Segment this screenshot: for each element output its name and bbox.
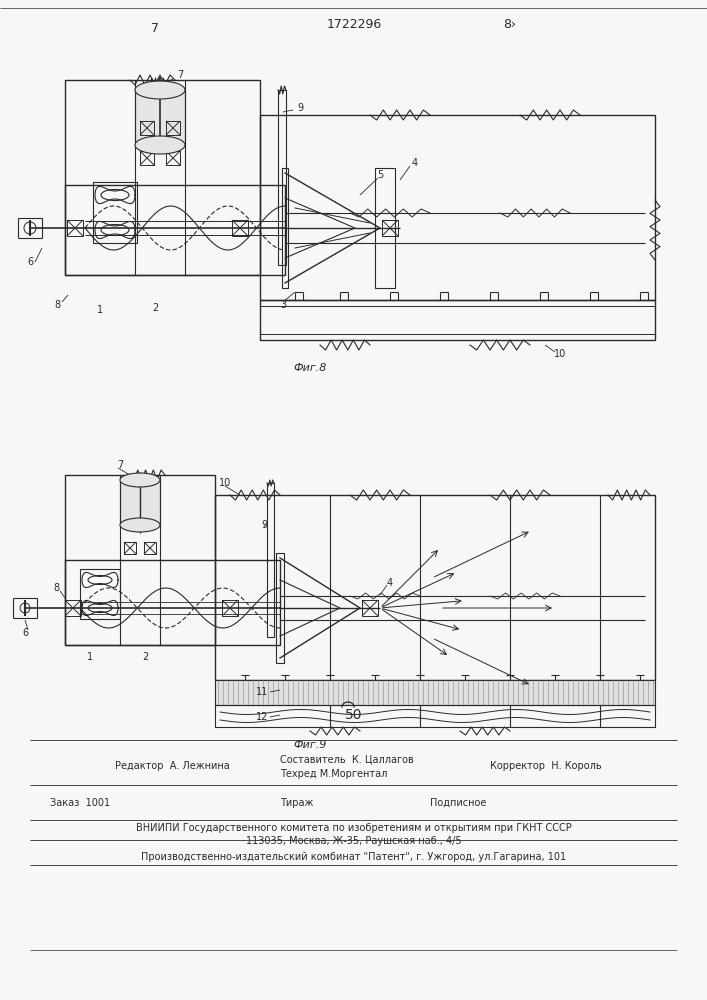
Text: 2: 2: [152, 303, 158, 313]
Text: ВНИИПИ Государственного комитета по изобретениям и открытиям при ГКНТ СССР: ВНИИПИ Государственного комитета по изоб…: [136, 823, 572, 833]
Text: 1: 1: [87, 652, 93, 662]
Text: 1722296: 1722296: [327, 18, 382, 31]
Text: 4: 4: [387, 578, 393, 588]
Text: 7: 7: [117, 460, 123, 470]
Ellipse shape: [135, 136, 185, 154]
Text: Фиг.9: Фиг.9: [293, 740, 327, 750]
Text: Составитель  К. Цаллагов: Составитель К. Цаллагов: [280, 754, 414, 764]
Text: 6: 6: [27, 257, 33, 267]
Text: 7: 7: [151, 21, 159, 34]
Bar: [140, 121, 154, 135]
Bar: [222, 600, 238, 616]
Bar: [375, 168, 395, 288]
Text: 8: 8: [53, 583, 59, 593]
Text: 10: 10: [554, 349, 566, 359]
Text: 9: 9: [297, 103, 303, 113]
Text: 11: 11: [256, 687, 268, 697]
Text: Заказ  1001: Заказ 1001: [50, 798, 110, 808]
Text: 2: 2: [142, 652, 148, 662]
Bar: [80, 569, 120, 619]
Bar: [278, 90, 286, 265]
Bar: [65, 475, 215, 645]
Bar: [215, 705, 655, 727]
Text: 12: 12: [256, 712, 268, 722]
Ellipse shape: [120, 473, 160, 487]
Text: 8: 8: [54, 300, 60, 310]
Bar: [166, 121, 180, 135]
Text: 7: 7: [177, 70, 183, 80]
Ellipse shape: [120, 518, 160, 532]
Bar: [282, 168, 288, 288]
Bar: [267, 483, 274, 637]
Bar: [362, 600, 378, 616]
Bar: [215, 495, 655, 680]
Text: 4: 4: [412, 158, 418, 168]
Text: 5: 5: [377, 170, 383, 180]
Bar: [93, 182, 137, 243]
Bar: [65, 560, 280, 645]
Bar: [135, 90, 185, 145]
Bar: [140, 151, 154, 165]
Text: Техред М.Моргентал: Техред М.Моргентал: [280, 769, 387, 779]
Text: 8›: 8›: [503, 18, 517, 31]
Text: Тираж: Тираж: [280, 798, 313, 808]
Bar: [166, 151, 180, 165]
Bar: [382, 220, 398, 236]
Bar: [276, 553, 284, 663]
Bar: [260, 115, 655, 300]
Bar: [67, 220, 83, 236]
Bar: [65, 80, 260, 275]
Bar: [260, 300, 655, 340]
Text: 3: 3: [280, 300, 286, 310]
Bar: [65, 185, 285, 275]
Bar: [232, 220, 248, 236]
Text: Редактор  А. Лежнина: Редактор А. Лежнина: [115, 761, 230, 771]
Text: 113035, Москва, Ж-35, Раушская наб., 4/5: 113035, Москва, Ж-35, Раушская наб., 4/5: [246, 836, 462, 846]
Text: Корректор  Н. Король: Корректор Н. Король: [490, 761, 602, 771]
Bar: [215, 680, 655, 705]
Ellipse shape: [135, 81, 185, 99]
Bar: [124, 542, 136, 554]
Text: Производственно-издательский комбинат "Патент", г. Ужгород, ул.Гагарина, 101: Производственно-издательский комбинат "П…: [141, 852, 566, 862]
Text: Фиг.8: Фиг.8: [293, 363, 327, 373]
Text: Подписное: Подписное: [430, 798, 486, 808]
Text: 6: 6: [22, 628, 28, 638]
Bar: [144, 542, 156, 554]
Text: 10: 10: [219, 478, 231, 488]
Text: 1: 1: [97, 305, 103, 315]
Bar: [120, 480, 160, 525]
Text: 9: 9: [261, 520, 267, 530]
Text: 50: 50: [345, 708, 363, 722]
Bar: [65, 600, 81, 616]
